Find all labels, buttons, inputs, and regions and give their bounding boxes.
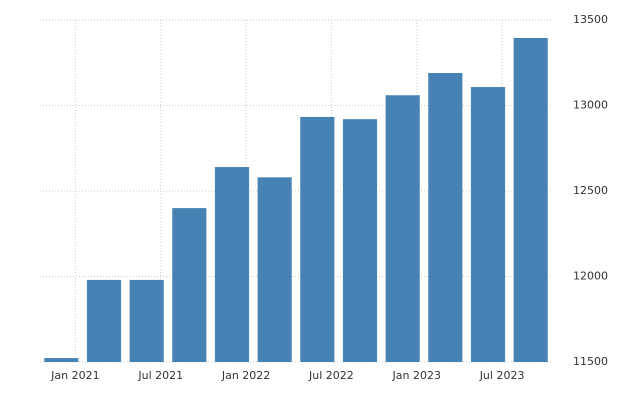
- y-tick-label: 13500: [573, 13, 608, 26]
- y-tick-label: 12000: [573, 270, 608, 283]
- y-tick-label: 13000: [573, 99, 608, 112]
- bar: [86, 279, 122, 362]
- bar: [513, 37, 548, 363]
- x-tick-label: Jul 2021: [137, 369, 183, 382]
- bar: [214, 167, 250, 362]
- x-tick-label: Jan 2021: [50, 369, 99, 382]
- bar: [470, 87, 506, 363]
- x-tick-label: Jul 2022: [308, 369, 354, 382]
- bar: [342, 119, 378, 363]
- bar: [385, 95, 420, 363]
- bar: [129, 279, 164, 362]
- x-tick-label: Jan 2023: [392, 369, 441, 382]
- bar: [257, 177, 292, 362]
- x-tick-label: Jan 2022: [221, 369, 270, 382]
- bar: [44, 358, 79, 362]
- bar: [300, 116, 335, 362]
- x-tick-label: Jul 2023: [479, 369, 525, 382]
- y-tick-label: 11500: [573, 355, 608, 368]
- y-tick-label: 12500: [573, 184, 608, 197]
- bar: [172, 208, 207, 362]
- bar: [428, 73, 463, 362]
